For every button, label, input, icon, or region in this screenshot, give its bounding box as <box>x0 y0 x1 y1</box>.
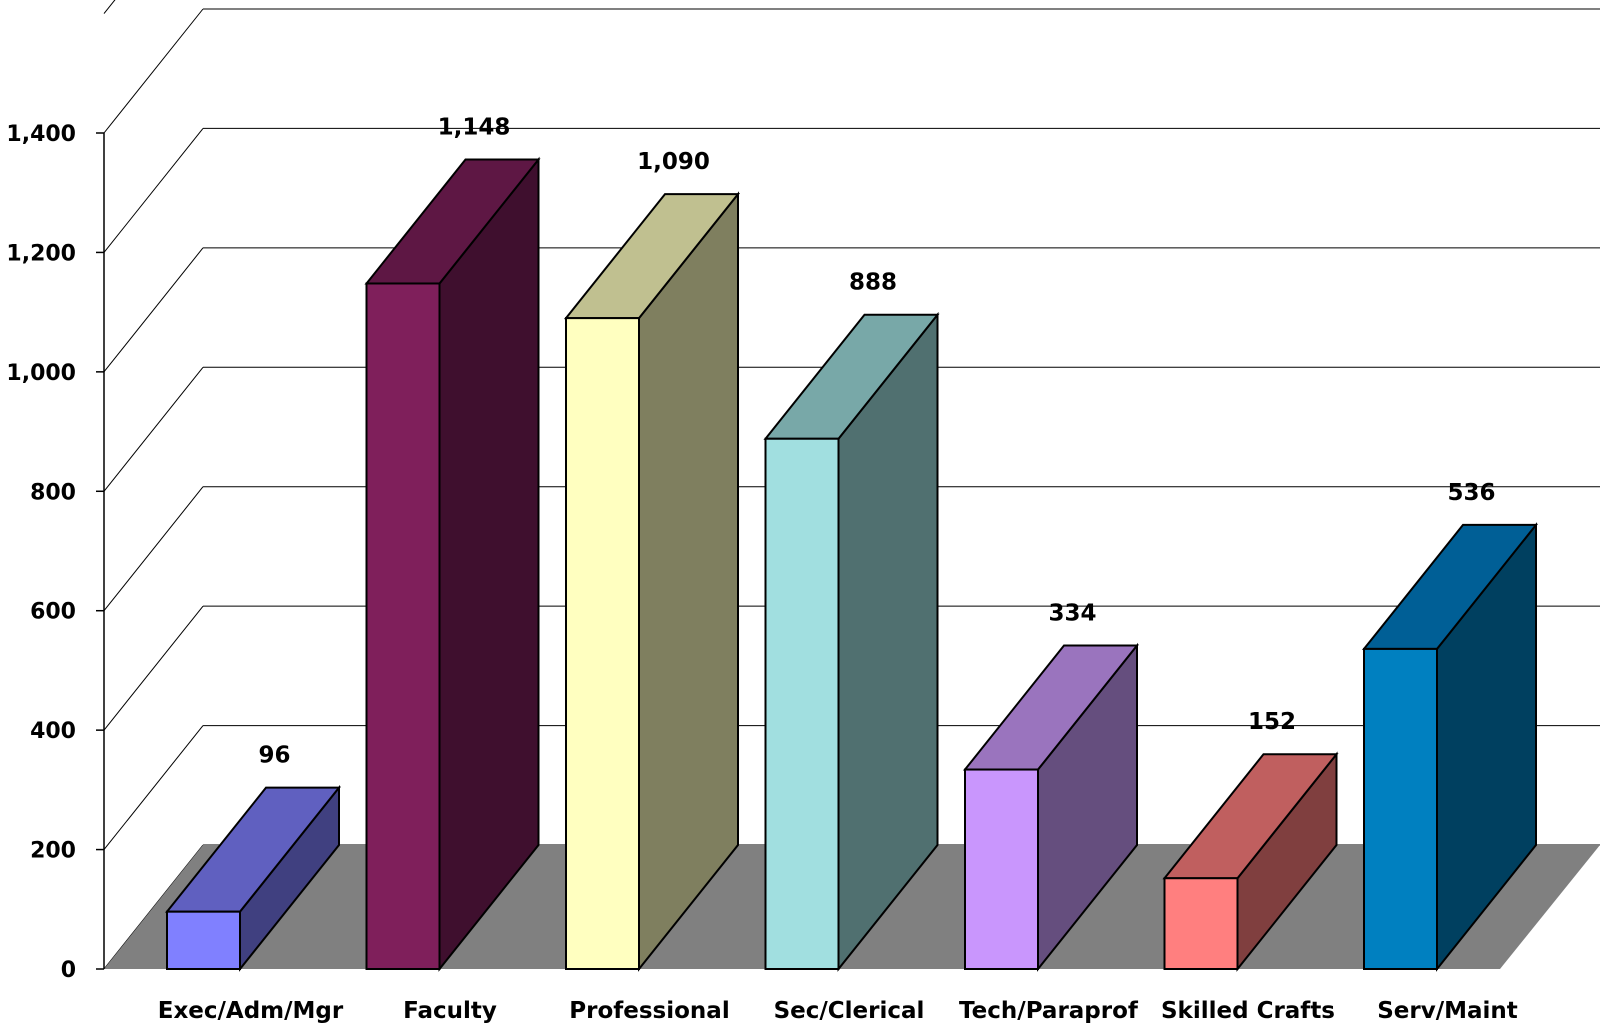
data-label: 96 <box>258 743 290 769</box>
bar-front-face <box>764 437 840 971</box>
bar-side-face <box>438 156 540 972</box>
data-label: 536 <box>1447 480 1495 506</box>
data-label: 1,148 <box>438 114 511 140</box>
bar-side-face <box>638 191 739 972</box>
side-gridline <box>103 486 204 612</box>
bar-serv-maint <box>1361 522 1539 972</box>
category-label: Exec/Adm/Mgr <box>158 998 344 1024</box>
bar-skilled-crafts <box>1162 751 1339 972</box>
side-gridline <box>103 366 204 492</box>
bar-front-face <box>1163 877 1239 971</box>
y-tick-label: 400 <box>30 719 76 744</box>
y-tick-label: 1,400 <box>6 122 76 147</box>
side-gridline <box>103 8 204 134</box>
y-tick-label: 600 <box>30 600 76 625</box>
side-gridline <box>103 128 204 253</box>
category-labels: Exec/Adm/Mgr Faculty Professional Sec/Cleri… <box>158 998 1518 1024</box>
y-tick-label: 1,000 <box>6 361 76 386</box>
bar-front-face <box>565 317 640 971</box>
bar-front-face <box>365 282 441 971</box>
bar-front-face <box>964 768 1039 970</box>
y-axis-ticks: 0 200 400 600 800 1,000 1,200 1,400 <box>6 122 105 983</box>
data-label: 888 <box>849 270 897 296</box>
bar-professional <box>563 191 741 972</box>
category-label: Skilled Crafts <box>1161 998 1335 1024</box>
bar-faculty <box>364 156 541 972</box>
side-gridline <box>103 0 116 14</box>
bars-group <box>164 156 1539 972</box>
category-label: Tech/Paraprof <box>959 998 1139 1024</box>
y-tick-label: 1,200 <box>6 241 76 266</box>
y-tick-label: 800 <box>30 480 76 505</box>
bar-tech-paraprof <box>962 642 1140 972</box>
category-label: Serv/Maint <box>1377 998 1518 1024</box>
side-gridline <box>103 725 204 850</box>
y-tick-label: 200 <box>30 839 76 864</box>
category-label: Professional <box>569 998 729 1024</box>
side-gridline <box>103 605 204 731</box>
data-label: 334 <box>1048 601 1096 627</box>
category-label: Sec/Clerical <box>774 998 925 1024</box>
value-labels: 96 1,148 1,090 888 334 152 536 <box>258 114 1495 768</box>
side-gridline <box>103 247 204 373</box>
data-label: 152 <box>1248 709 1296 735</box>
bar-front-face <box>1363 647 1438 971</box>
bar-sec-clerical <box>763 311 940 972</box>
bar-front-face <box>166 910 241 970</box>
data-label: 1,090 <box>637 149 710 175</box>
bar-exec-adm-mgr <box>164 784 342 972</box>
category-label: Faculty <box>403 998 497 1024</box>
y-tick-label: 0 <box>61 958 76 983</box>
